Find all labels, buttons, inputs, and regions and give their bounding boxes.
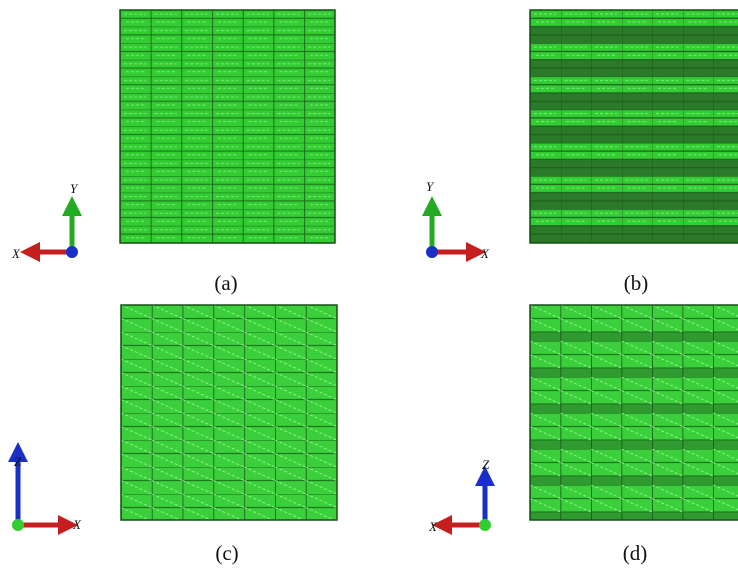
caption: (a) xyxy=(214,271,237,295)
triad-b xyxy=(426,212,470,258)
figure: Y X Y X Z X Z X (a) (b) (c) (d) xyxy=(0,0,738,575)
triad-d xyxy=(448,482,491,531)
axis-label: Z xyxy=(482,457,490,472)
triad-a xyxy=(36,212,78,258)
mesh-d xyxy=(530,305,738,520)
axis-label: X xyxy=(428,519,438,534)
mesh-b xyxy=(530,10,738,243)
axis-label: Y xyxy=(426,179,435,194)
mesh-a xyxy=(120,10,335,243)
axis-label: X xyxy=(72,517,82,532)
mesh-c xyxy=(121,305,337,520)
axis-label: X xyxy=(480,246,490,261)
caption: (d) xyxy=(623,541,648,565)
axis-label: Z xyxy=(14,454,22,469)
axis-label: X xyxy=(11,246,21,261)
caption: (b) xyxy=(624,271,649,295)
axis-label: Y xyxy=(70,181,79,196)
caption: (c) xyxy=(215,541,238,565)
